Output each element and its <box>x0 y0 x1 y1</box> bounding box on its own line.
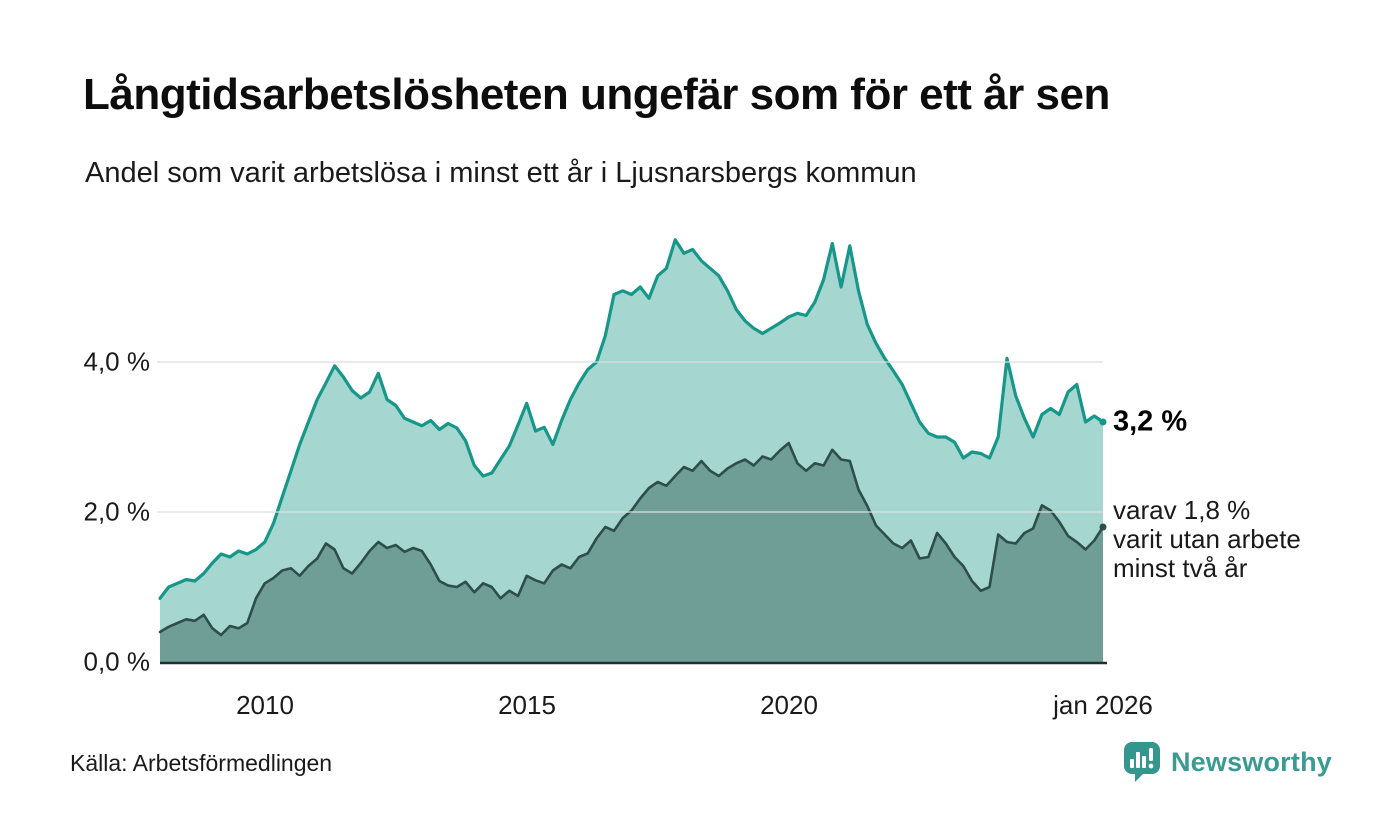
series-min-two-years-area <box>160 443 1103 662</box>
latest-detail-line: varit utan arbete <box>1113 524 1301 554</box>
latest-detail-line: varav 1,8 % <box>1113 495 1251 525</box>
x-tick-label: 2010 <box>236 690 294 720</box>
source-caption: Källa: Arbetsförmedlingen <box>70 750 333 776</box>
series-min-two-years-end-dot <box>1099 523 1107 531</box>
x-tick-label: jan 2026 <box>1053 690 1153 720</box>
latest-detail-annotation: varav 1,8 % varit utan arbete minst två … <box>1113 496 1301 583</box>
newsworthy-bubble-chart-icon <box>1123 742 1160 782</box>
series-min-one-year-line <box>158 238 1105 600</box>
x-tick-label: 2015 <box>498 690 556 720</box>
series-min-one-year-end-dot <box>1099 418 1107 426</box>
newsworthy-wordmark: Newsworthy <box>1170 746 1332 777</box>
y-tick-label: 0,0 % <box>83 646 151 677</box>
latest-total-annotation: 3,2 % <box>1113 405 1188 438</box>
series-min-two-years-line <box>158 441 1105 637</box>
latest-detail-line: minst två år <box>1113 553 1248 583</box>
y-tick-label: 2,0 % <box>83 496 151 527</box>
page-subtitle: Andel som varit arbetslösa i minst ett å… <box>85 157 917 189</box>
page-title: Långtidsarbetslösheten ungefär som för e… <box>83 70 1110 119</box>
newsworthy-logo: Newsworthy <box>1122 740 1332 784</box>
y-tick-label: 4,0 % <box>83 346 151 377</box>
x-tick-label: 2020 <box>760 690 818 720</box>
